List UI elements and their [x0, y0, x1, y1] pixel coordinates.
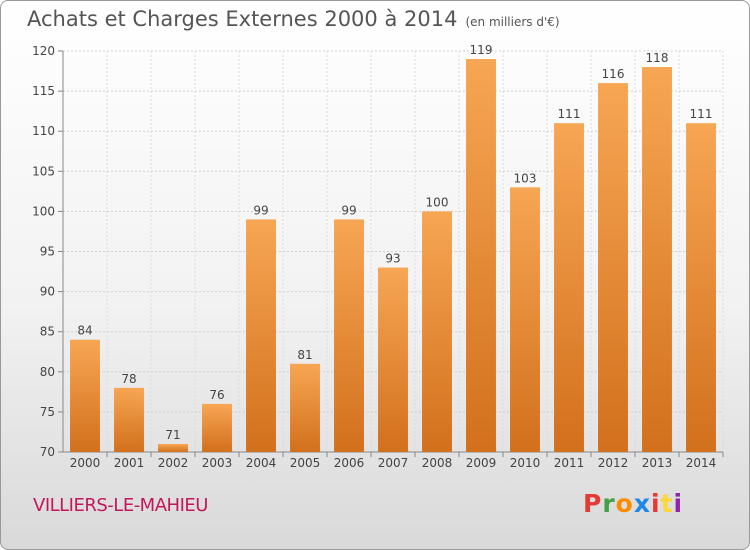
- data-label-2010: 103: [514, 171, 537, 185]
- bar-2010[interactable]: [510, 187, 540, 452]
- data-label-2005: 81: [297, 348, 312, 362]
- x-tick-label: 2001: [114, 456, 145, 470]
- x-tick-label: 2008: [422, 456, 453, 470]
- y-tick-label: 85: [40, 325, 55, 339]
- bar-2013[interactable]: [642, 67, 672, 452]
- bar-2014[interactable]: [686, 123, 716, 453]
- commune-name: VILLIERS-LE-MAHIEU: [33, 495, 208, 516]
- bar-2009[interactable]: [466, 59, 496, 453]
- proxiti-logo[interactable]: Proxiti: [583, 489, 684, 518]
- chart-title: Achats et Charges Externes 2000 à 2014 (e…: [27, 7, 560, 31]
- x-tick-label: 2006: [334, 456, 365, 470]
- data-label-2008: 100: [426, 195, 449, 209]
- x-tick-label: 2011: [554, 456, 585, 470]
- data-label-2009: 119: [470, 43, 493, 57]
- y-tick-label: 120: [32, 44, 55, 58]
- data-label-2002: 71: [165, 428, 180, 442]
- data-label-2001: 78: [121, 372, 136, 386]
- y-tick-label: 115: [32, 84, 55, 98]
- y-tick-label: 110: [32, 124, 55, 138]
- x-tick-label: 2009: [466, 456, 497, 470]
- x-tick-label: 2012: [598, 456, 629, 470]
- data-label-2012: 116: [602, 67, 625, 81]
- data-label-2007: 93: [385, 252, 400, 266]
- x-tick-label: 2003: [202, 456, 233, 470]
- bar-2002[interactable]: [158, 443, 188, 452]
- bar-2005[interactable]: [290, 363, 320, 452]
- y-tick-label: 90: [40, 285, 55, 299]
- x-tick-label: 2002: [158, 456, 189, 470]
- data-label-2004: 99: [253, 203, 268, 217]
- data-label-2000: 84: [77, 324, 92, 338]
- x-tick-label: 2005: [290, 456, 321, 470]
- y-tick-label: 95: [40, 245, 55, 259]
- grid-lines: [62, 50, 724, 453]
- y-tick-label: 70: [40, 445, 55, 459]
- bar-2003[interactable]: [202, 403, 232, 452]
- x-tick-label: 2013: [642, 456, 673, 470]
- data-label-2003: 76: [209, 388, 224, 402]
- y-tick-label: 80: [40, 365, 55, 379]
- y-tick-label: 100: [32, 204, 55, 218]
- chart-title-text: Achats et Charges Externes 2000 à 2014: [27, 7, 458, 31]
- x-tick-label: 2007: [378, 456, 409, 470]
- bar-2008[interactable]: [422, 211, 452, 452]
- data-label-2011: 111: [558, 107, 581, 121]
- bar-2006[interactable]: [334, 219, 364, 452]
- bar-2004[interactable]: [246, 219, 276, 452]
- x-tick-label: 2000: [70, 456, 101, 470]
- bars: [70, 59, 716, 453]
- bar-2001[interactable]: [114, 387, 144, 452]
- chart-subtitle: (en milliers d'€): [465, 15, 560, 29]
- x-tick-label: 2004: [246, 456, 277, 470]
- data-labels: 84 78 71 76 99 81 99 93 100 119 103 111 116 118 111: [77, 43, 712, 442]
- bar-2011[interactable]: [554, 123, 584, 453]
- x-tick-label: 2014: [686, 456, 717, 470]
- data-label-2014: 111: [690, 107, 713, 121]
- y-tick-label: 105: [32, 164, 55, 178]
- bar-2000[interactable]: [70, 339, 100, 452]
- data-label-2006: 99: [341, 203, 356, 217]
- x-tick-label: 2010: [510, 456, 541, 470]
- data-label-2013: 118: [646, 51, 669, 65]
- bar-2007[interactable]: [378, 267, 408, 452]
- bar-2012[interactable]: [598, 83, 628, 452]
- y-tick-label: 75: [40, 405, 55, 419]
